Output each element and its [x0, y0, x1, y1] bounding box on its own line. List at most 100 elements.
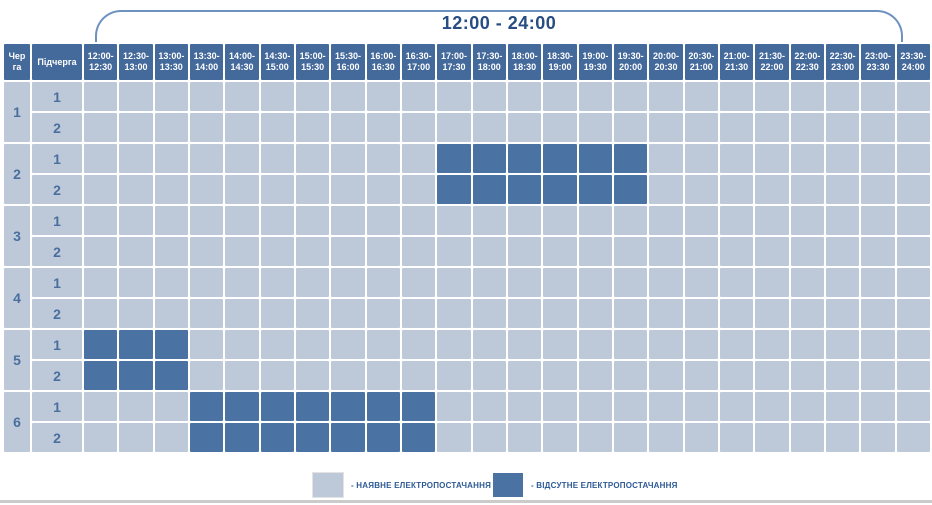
schedule-cell [825, 144, 860, 173]
schedule-cell [578, 175, 612, 204]
schedule-cell [507, 175, 542, 204]
schedule-cell [331, 144, 365, 173]
schedule-cell [260, 175, 294, 204]
schedule-cell [790, 423, 824, 452]
schedule-cell [649, 175, 683, 204]
schedule-cell [896, 237, 930, 266]
time-range-title: 12:00 - 24:00 [441, 13, 557, 33]
time-header-cell: 17:00- 17:30 [437, 44, 471, 80]
schedule-cell [719, 299, 754, 328]
schedule-cell [154, 175, 188, 204]
schedule-cell [154, 206, 188, 235]
time-header-cell: 16:30- 17:00 [401, 44, 436, 80]
schedule-cell [401, 330, 436, 359]
schedule-cell [295, 330, 330, 359]
schedule-cell [613, 175, 648, 204]
schedule-cell [861, 361, 895, 390]
schedule-cell [578, 82, 612, 111]
schedule-cell [84, 330, 118, 359]
subqueue-label-cell: 2 [32, 423, 82, 452]
schedule-cell [260, 206, 294, 235]
schedule-cell [825, 237, 860, 266]
schedule-cell [331, 268, 365, 297]
schedule-cell [719, 82, 754, 111]
schedule-cell [295, 268, 330, 297]
schedule-cell [331, 299, 365, 328]
schedule-cell [84, 268, 118, 297]
schedule-cell [861, 82, 895, 111]
schedule-cell [684, 144, 718, 173]
schedule-cell [331, 175, 365, 204]
schedule-cell [543, 299, 577, 328]
subqueue-label-cell: 1 [32, 268, 82, 297]
queue-label-cell: 3 [4, 206, 30, 266]
schedule-cell [825, 82, 860, 111]
schedule-cell [896, 206, 930, 235]
schedule-cell [896, 175, 930, 204]
schedule-cell [154, 392, 188, 421]
schedule-cell [472, 237, 506, 266]
schedule-cell [189, 361, 224, 390]
schedule-cell [543, 144, 577, 173]
schedule-cell [507, 330, 542, 359]
schedule-cell [189, 330, 224, 359]
schedule-cell [119, 82, 153, 111]
schedule-cell [755, 268, 789, 297]
schedule-cell [295, 423, 330, 452]
schedule-cell [260, 392, 294, 421]
schedule-cell [260, 113, 294, 142]
schedule-cell [225, 237, 259, 266]
queue-label-cell: 1 [4, 82, 30, 142]
schedule-cell [755, 423, 789, 452]
legend-item-power-off: - ВІДСУТНЕ ЕЛЕКТРОПОСТАЧАННЯ [493, 472, 678, 498]
schedule-cell [260, 299, 294, 328]
schedule-cell [543, 423, 577, 452]
schedule-cell [613, 268, 648, 297]
schedule-cell [295, 82, 330, 111]
schedule-cell [260, 423, 294, 452]
legend-label-power-on: - НАЯВНЕ ЕЛЕКТРОПОСТАЧАННЯ [351, 480, 492, 490]
schedule-cell [366, 113, 400, 142]
schedule-cell [331, 82, 365, 111]
schedule-cell [119, 175, 153, 204]
schedule-cell [225, 299, 259, 328]
time-header-cell: 19:00- 19:30 [578, 44, 612, 80]
schedule-cell [543, 268, 577, 297]
subqueue-label-cell: 2 [32, 299, 82, 328]
schedule-cell [472, 330, 506, 359]
schedule-cell [401, 237, 436, 266]
schedule-cell [684, 392, 718, 421]
schedule-cell [613, 299, 648, 328]
schedule-cell [825, 113, 860, 142]
schedule-cell [790, 361, 824, 390]
schedule-cell [84, 206, 118, 235]
schedule-cell [578, 330, 612, 359]
schedule-cell [896, 144, 930, 173]
schedule-cell [84, 144, 118, 173]
schedule-cell [225, 113, 259, 142]
schedule-cell [189, 237, 224, 266]
schedule-cell [755, 361, 789, 390]
schedule-cell [437, 175, 471, 204]
schedule-cell [295, 144, 330, 173]
time-header-cell: 17:30- 18:00 [472, 44, 506, 80]
schedule-cell [719, 392, 754, 421]
schedule-cell [684, 299, 718, 328]
schedule-cell [225, 82, 259, 111]
schedule-cell [543, 361, 577, 390]
schedule-cell [649, 330, 683, 359]
schedule-cell [260, 268, 294, 297]
schedule-cell [401, 423, 436, 452]
schedule-cell [401, 206, 436, 235]
schedule-cell [84, 392, 118, 421]
schedule-cell [543, 175, 577, 204]
schedule-cell [825, 361, 860, 390]
time-header-cell: 22:00- 22:30 [790, 44, 824, 80]
time-header-cell: 12:00- 12:30 [84, 44, 118, 80]
schedule-cell [84, 175, 118, 204]
schedule-cell [755, 206, 789, 235]
time-header-cell: 21:30- 22:00 [755, 44, 789, 80]
schedule-cell [437, 206, 471, 235]
schedule-table: Черга Підчерга 12:00- 12:30 12:30- 13:00 13:… [4, 44, 930, 452]
schedule-cell [472, 113, 506, 142]
